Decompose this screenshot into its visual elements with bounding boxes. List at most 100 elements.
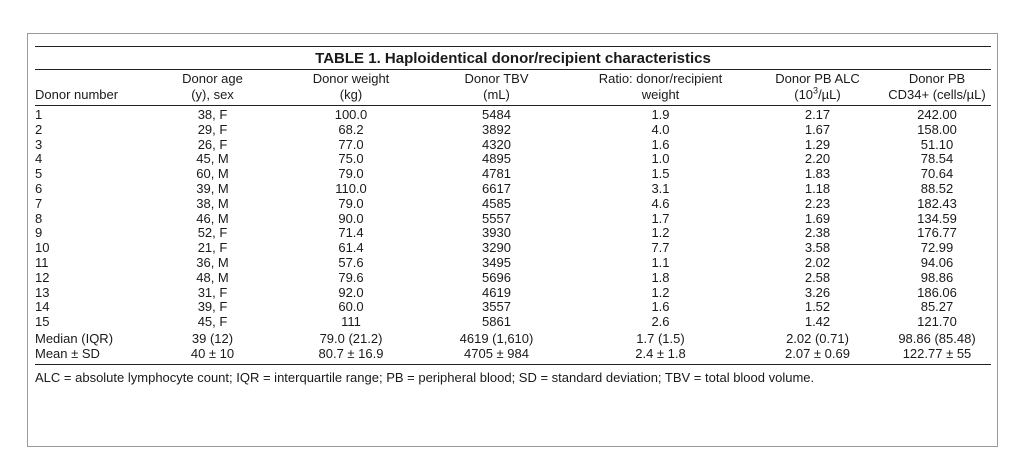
table-row: 1 38, F 100.0 5484 1.9 2.17 242.00 [35,106,991,123]
header-line2: (y), sex [191,87,234,102]
header-line1: Donor age [182,71,243,86]
header-line2: weight [641,87,680,102]
table-footnote: ALC = absolute lymphocyte count; IQR = i… [35,369,815,385]
table-cell: 3.26 [804,284,831,300]
table-cell: 31, F [197,284,228,300]
table-row: 12 48, M 79.6 5696 1.8 2.58 98.86 [35,269,991,286]
table-row: 2 29, F 68.2 3892 4.0 1.67 158.00 [35,121,991,138]
table-cell: 1.52 [804,299,831,315]
table-cell: 100.0 [334,107,368,122]
table-frame: TABLE 1. Haploidentical donor/recipient … [27,33,998,447]
table-cell: 3.1 [651,180,670,196]
table-cell: Median (IQR) [35,330,114,346]
table-cell: 134.59 [917,210,957,226]
table-cell: 52, F [197,225,228,241]
table-cell: 10 [35,240,50,256]
table-cell: 14 [35,299,50,315]
table-cell: 2.4 ± 1.8 [635,345,686,361]
table-cell: 1.1 [651,254,670,270]
table-cell: 5557 [482,210,511,226]
table-cell: 2.23 [804,195,831,211]
table-cell: 1.0 [651,151,670,167]
table-cell: 1.29 [804,136,831,152]
table-cell: 61.4 [338,240,364,256]
table-row: 7 38, M 79.0 4585 4.6 2.23 182.43 [35,195,991,212]
table-cell: 2 [35,121,43,137]
header-donor-weight: Donor weight (kg) [278,70,424,106]
table-row: 10 21, F 61.4 3290 7.7 3.58 72.99 [35,240,991,256]
table-cell: 176.77 [917,225,957,241]
table-cell: 77.0 [338,136,364,152]
table-cell: 3892 [482,121,511,137]
table-container: TABLE 1. Haploidentical donor/recipient … [35,46,991,386]
table-row: 11 36, M 57.6 3495 1.1 2.02 94.06 [35,254,991,271]
table-cell: 92.0 [338,284,364,300]
table-cell: 1.69 [804,210,831,226]
table-cell: 98.86 (85.48) [898,330,976,346]
table-summary: Median (IQR) 39 (12) 79.0 (21.2) 4619 (1,61… [35,330,991,364]
title-rule [35,69,991,70]
table-cell: 4781 [482,166,511,182]
table-cell: 94.06 [920,254,954,270]
table-cell: 1.5 [651,166,670,182]
table-cell: 5861 [482,314,511,330]
table-cell: 9 [35,225,43,241]
table-cell: 3.58 [804,240,831,256]
table-cell: 45, M [196,151,229,167]
summary-row: Median (IQR) 39 (12) 79.0 (21.2) 4619 (1,61… [35,330,991,347]
table-cell: 1.2 [651,225,670,241]
table-cell: 121.70 [917,314,957,330]
table-cell: 3495 [482,254,511,270]
header-line2: Donor number [35,87,119,102]
table-cell: 60, M [196,166,229,182]
table-cell: 6617 [482,180,511,196]
table-cell: 4619 [482,284,511,300]
table-cell: 5 [35,166,43,182]
table-cell: 48, M [196,269,229,285]
table-cell: 3557 [482,299,511,315]
table-cell: 4 [35,151,43,167]
header-line1: Donor weight [312,71,390,86]
header-donor-age: Donor age (y), sex [147,70,278,106]
header-line2: CD34+ (cells/µL) [888,87,986,102]
table-cell: 79.0 (21.2) [319,330,383,346]
table-row: 5 60, M 79.0 4781 1.5 1.83 70.64 [35,166,991,182]
table-cell: 2.02 [804,254,831,270]
table-cell: 182.43 [917,195,957,211]
table-cell: 2.38 [804,225,831,241]
header-line1: Donor PB [908,71,966,86]
table-cell: 12 [35,269,50,285]
table-body: 1 38, F 100.0 5484 1.9 2.17 242.00 2 29, F 68.2 38… [35,106,991,330]
table-cell: 36, M [196,254,229,270]
header-donor-number: Donor number [35,70,147,106]
table-cell: 110.0 [335,180,367,196]
table-cell: 90.0 [338,210,364,226]
header-line2: (kg) [339,87,363,102]
table-cell: 79.0 [338,195,364,211]
table-header: Donor number Donor age (y), sex Donor we… [35,70,991,106]
table-cell: 2.07 ± 0.69 [785,345,850,361]
header-donor-pb-cd34: Donor PB CD34+ (cells/µL) [883,70,991,106]
table-row: 15 45, F 111 5861 2.6 1.42 121.70 [35,314,991,330]
table-cell: 38, M [196,195,229,211]
table-cell: 186.06 [917,284,957,300]
table-cell: 29, F [197,121,228,137]
table-cell: 5484 [482,107,511,122]
table-cell: 70.64 [920,166,954,182]
table-row: 6 39, M 110.0 6617 3.1 1.18 88.52 [35,180,991,197]
table-cell: 4.6 [651,195,670,211]
table-cell: 80.7 ± 16.9 [318,345,384,361]
header-line1: Ratio: donor/recipient [598,71,723,86]
table-cell: 1.6 [651,299,670,315]
table-cell: 1.83 [804,166,831,182]
table-cell: 6 [35,180,43,196]
header-ratio: Ratio: donor/recipient weight [569,70,752,106]
table-cell: 1.7 (1.5) [636,330,685,346]
table-cell: 78.54 [920,151,954,167]
table-cell: 68.2 [338,121,364,137]
table-cell: 2.20 [804,151,831,167]
table-title: TABLE 1. Haploidentical donor/recipient … [315,50,711,67]
table-cell: 75.0 [338,151,364,167]
table-cell: 4619 (1,610) [459,330,534,346]
table-cell: 122.77 ± 55 [902,345,972,361]
